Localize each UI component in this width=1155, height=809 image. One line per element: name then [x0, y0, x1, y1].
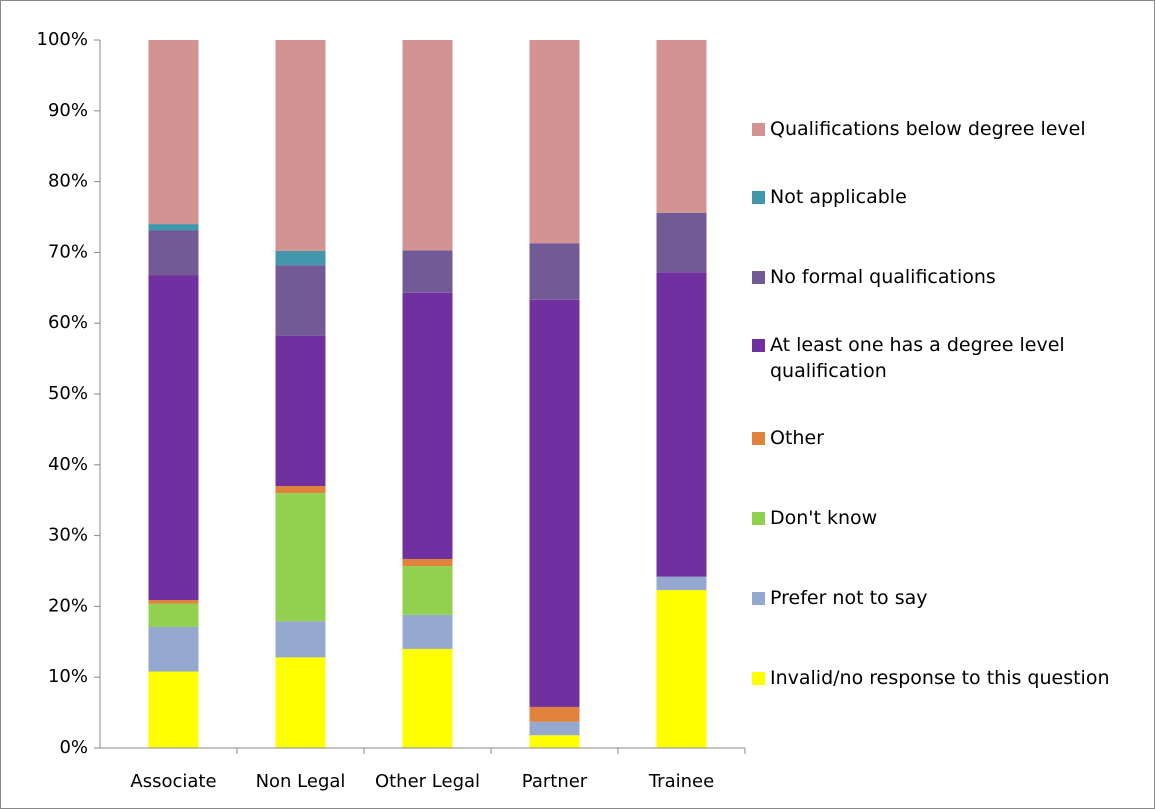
legend-item: Other: [752, 425, 1142, 451]
bar-segment: [275, 265, 326, 336]
y-tick-label: 0%: [59, 737, 88, 758]
legend-label: At least one has a degree level qualific…: [770, 334, 1065, 382]
x-tick-label: Partner: [522, 771, 588, 792]
y-tick-label: 20%: [48, 595, 88, 616]
legend-item: Prefer not to say: [752, 585, 1142, 611]
bar-segment: [656, 576, 707, 591]
bar-segment: [529, 721, 580, 736]
legend-label: Prefer not to say: [770, 587, 928, 609]
legend-label: No formal qualifications: [770, 266, 996, 288]
bar-segment: [275, 657, 326, 748]
legend-item: Invalid/no response to this question: [752, 665, 1142, 691]
y-tick-label: 50%: [48, 383, 88, 404]
bar-segment: [402, 292, 453, 559]
legend-item: At least one has a degree level qualific…: [752, 332, 1142, 384]
legend-swatch: [752, 271, 765, 284]
y-tick-label: 100%: [37, 29, 88, 50]
bar-segment: [656, 590, 707, 748]
bar-segment: [529, 299, 580, 707]
bar-segment: [275, 335, 326, 487]
y-tick-label: 70%: [48, 241, 88, 262]
legend-label: Qualifications below degree level: [770, 118, 1086, 140]
legend-swatch: [752, 339, 765, 352]
y-tick-label: 60%: [48, 312, 88, 333]
bar-segment: [275, 40, 326, 251]
legend-item: Don't know: [752, 505, 1142, 531]
legend-label: Other: [770, 427, 824, 449]
bar-segment: [148, 224, 199, 231]
bar-segment: [402, 614, 453, 649]
bar-segment: [402, 648, 453, 748]
bar-segment: [656, 212, 707, 273]
bar-segment: [148, 40, 199, 225]
bar-segment: [148, 603, 199, 627]
legend-label: Invalid/no response to this question: [770, 667, 1110, 689]
legend-swatch: [752, 191, 765, 204]
bar-segment: [275, 486, 326, 494]
bar-segment: [402, 250, 453, 293]
bar-segment: [402, 558, 453, 567]
x-tick-label: Other Legal: [375, 771, 480, 792]
legend-label: Not applicable: [770, 186, 907, 208]
legend-item: No formal qualifications: [752, 264, 1142, 290]
y-tick-label: 80%: [48, 171, 88, 192]
y-tick-label: 30%: [48, 525, 88, 546]
y-tick-label: 90%: [48, 100, 88, 121]
y-tick-label: 10%: [48, 666, 88, 687]
legend-swatch: [752, 672, 765, 685]
bar-segment: [402, 40, 453, 251]
legend-swatch: [752, 592, 765, 605]
y-tick-label: 40%: [48, 454, 88, 475]
legend-item: Qualifications below degree level: [752, 116, 1142, 142]
x-tick-label: Non Legal: [256, 771, 346, 792]
legend-swatch: [752, 432, 765, 445]
bar-segment: [529, 735, 580, 748]
x-tick-label: Trainee: [648, 771, 714, 792]
bar-segment: [148, 671, 199, 748]
bar-segment: [148, 600, 199, 604]
bar-segment: [148, 626, 199, 672]
legend-label: Don't know: [770, 507, 878, 529]
legend-swatch: [752, 123, 765, 136]
bar-segment: [529, 243, 580, 300]
bar-segment: [529, 40, 580, 244]
bar-segment: [275, 493, 326, 622]
legend-item: Not applicable: [752, 184, 1142, 210]
x-tick-label: Associate: [130, 771, 216, 792]
bar-segment: [656, 40, 707, 213]
bar-segment: [656, 272, 707, 577]
legend-swatch: [752, 512, 765, 525]
bar-segment: [275, 250, 326, 266]
bar-segment: [275, 621, 326, 658]
bar-segment: [529, 706, 580, 722]
bar-segment: [148, 230, 199, 276]
bar-segment: [148, 275, 199, 601]
bar-segment: [402, 566, 453, 615]
